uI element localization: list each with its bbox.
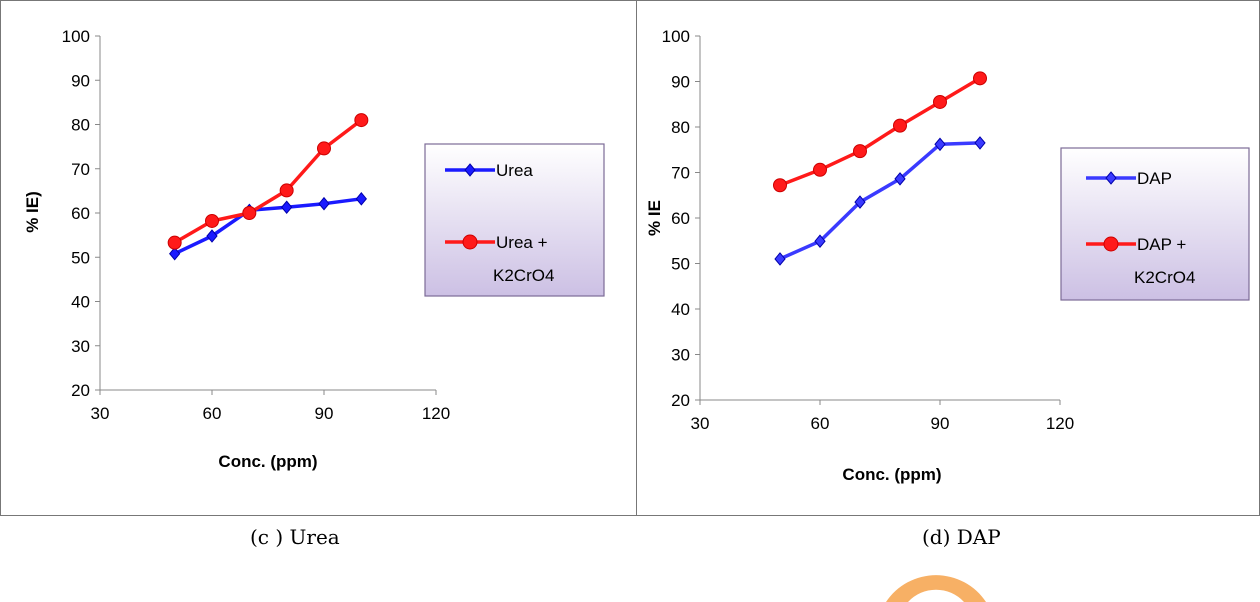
y-tick-label: 40 <box>671 300 690 319</box>
series-line-1 <box>173 197 362 256</box>
y-tick-label: 20 <box>671 391 690 410</box>
data-point <box>317 141 331 156</box>
data-point <box>854 195 866 209</box>
data-point <box>814 234 826 248</box>
x-tick-label: 30 <box>691 414 710 433</box>
chart-panel-urea: 20 30 40 50 60 70 80 90 100 30 60 90 120 Conc. (ppm)%… <box>0 0 640 558</box>
x-tick-label: 90 <box>315 404 334 423</box>
legend-marker <box>464 163 476 177</box>
data-point <box>206 229 218 243</box>
data-point <box>933 94 947 109</box>
legend-label: DAP <box>1137 169 1172 188</box>
data-point <box>205 213 219 228</box>
data-point <box>974 136 986 150</box>
y-tick-label: 100 <box>662 27 690 46</box>
legend-marker <box>1105 171 1117 185</box>
data-point <box>894 172 906 186</box>
data-point <box>279 183 294 198</box>
y-tick-label: 100 <box>62 27 90 46</box>
y-tick-label: 30 <box>71 337 90 356</box>
data-point <box>355 192 367 206</box>
x-tick-label: 60 <box>203 404 222 423</box>
series-line-2 <box>173 118 363 245</box>
x-tick-label: 30 <box>91 404 110 423</box>
x-tick-label: 120 <box>422 404 450 423</box>
data-point <box>893 118 907 133</box>
legend-marker <box>462 234 478 250</box>
y-axis-title: % IE <box>645 200 664 236</box>
data-point <box>934 137 946 152</box>
y-tick-label: 80 <box>71 116 90 135</box>
data-point <box>281 200 293 215</box>
y-tick-label: 70 <box>671 164 690 183</box>
y-tick-label: 90 <box>671 73 690 92</box>
y-tick-label: 50 <box>71 248 90 267</box>
x-axis-title: Conc. (ppm) <box>218 452 317 471</box>
caption-dap: (d) DAP <box>922 525 1001 549</box>
x-tick-label: 60 <box>811 414 830 433</box>
y-axis-title: % IE) <box>23 191 42 233</box>
chart-panel-dap: 20 30 40 50 60 70 80 90 100 30 60 90 120 Conc. (ppm)%… <box>636 0 1260 602</box>
y-tick-label: 60 <box>671 209 690 228</box>
legend-label: DAP + K2CrO4 <box>1134 235 1195 287</box>
legend-label: Urea + K2CrO4 <box>493 233 554 285</box>
x-tick-label: 90 <box>931 414 950 433</box>
series-line-2 <box>779 76 981 187</box>
x-tick-label: 120 <box>1046 414 1074 433</box>
y-tick-label: 60 <box>71 204 90 223</box>
caption-urea: (c ) Urea <box>250 525 340 549</box>
y-tick-label: 20 <box>71 381 90 400</box>
data-point <box>354 113 369 128</box>
data-point <box>813 162 827 177</box>
data-point <box>318 196 330 211</box>
y-tick-label: 90 <box>71 71 90 90</box>
y-tick-label: 30 <box>671 346 690 365</box>
data-point <box>774 252 786 266</box>
data-point <box>242 206 257 220</box>
y-tick-label: 80 <box>671 118 690 137</box>
legend-marker <box>1103 236 1119 252</box>
series-line-1 <box>779 141 981 261</box>
y-tick-label: 70 <box>71 160 90 179</box>
y-tick-label: 50 <box>671 255 690 274</box>
data-point <box>167 235 182 250</box>
data-point <box>169 246 181 261</box>
data-point <box>773 178 787 193</box>
legend-label: Urea <box>496 161 533 180</box>
data-point <box>973 71 987 86</box>
y-tick-label: 40 <box>71 293 90 312</box>
legend-box <box>1060 147 1250 301</box>
data-point <box>853 144 867 159</box>
x-axis-title: Conc. (ppm) <box>842 465 941 484</box>
